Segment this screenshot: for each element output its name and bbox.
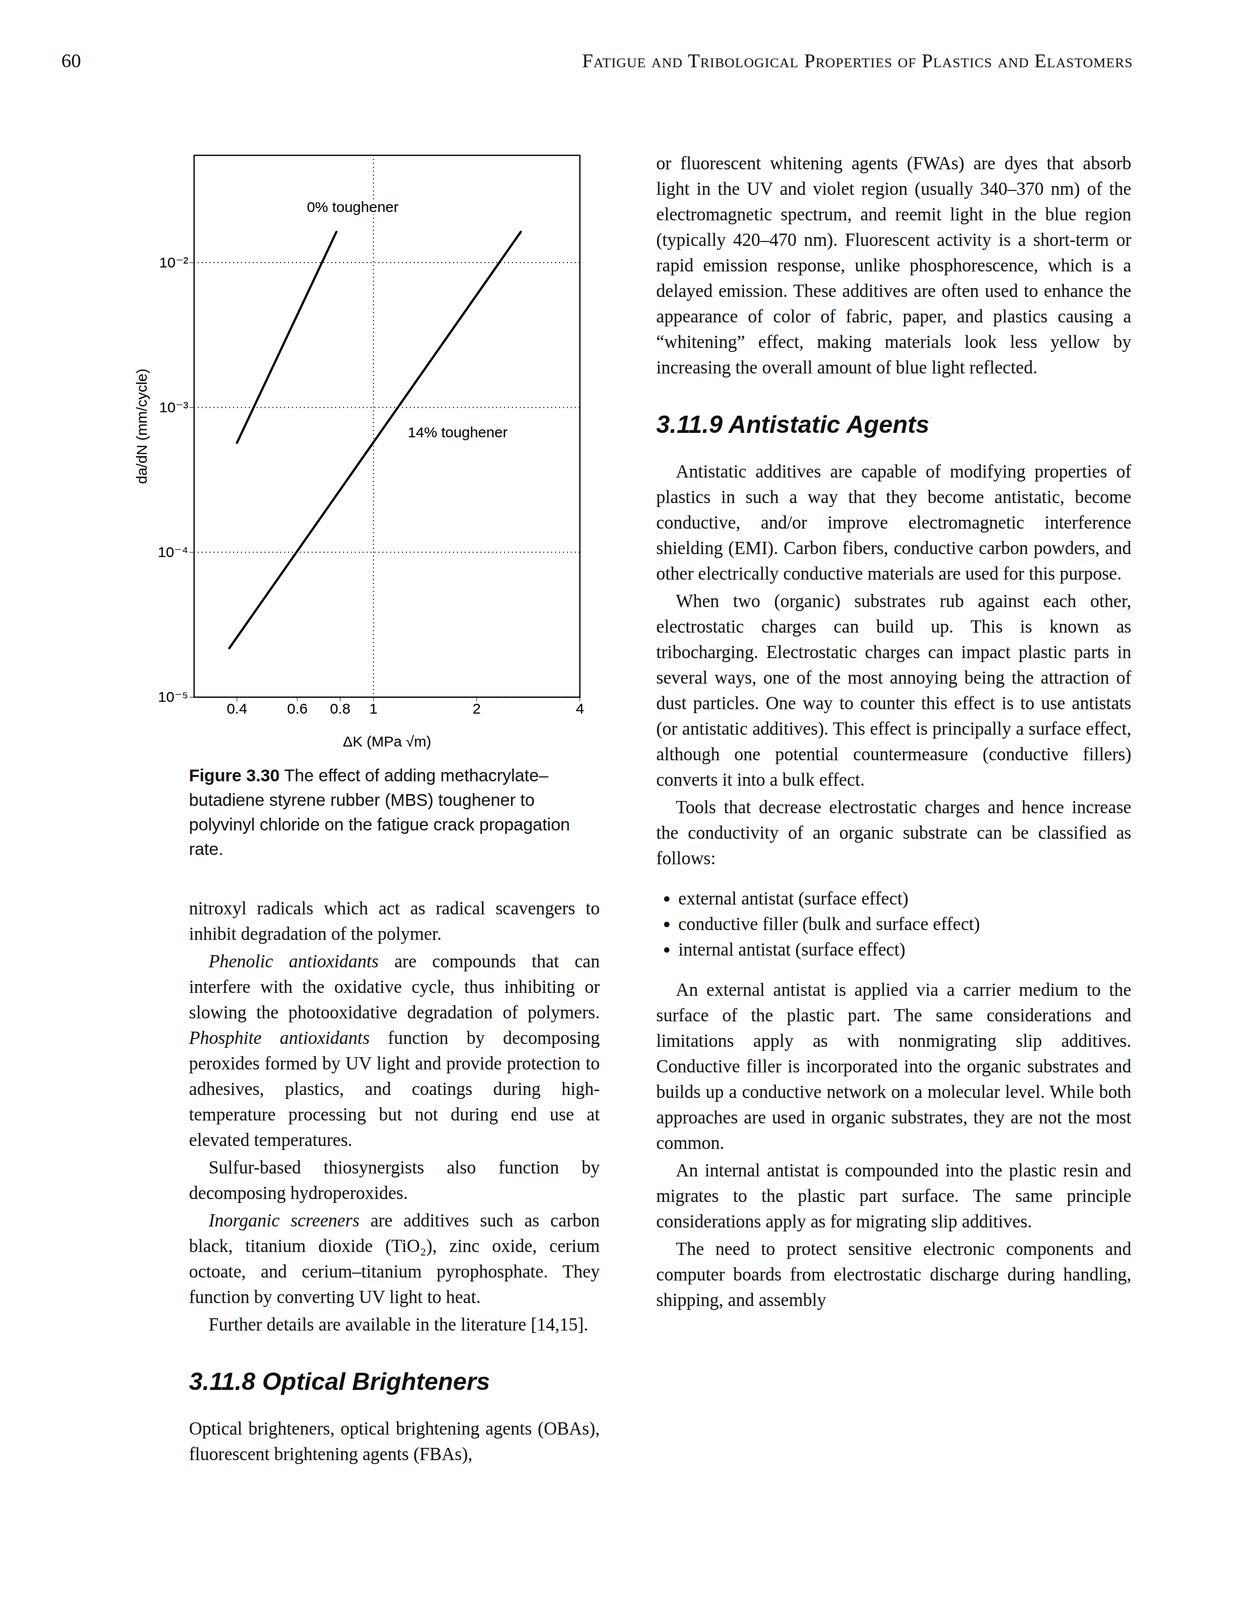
html-text:Inorganic screeners are additi: Inorganic screeners are additives such a… bbox=[188, 1210, 600, 1307]
html-text:3.11.9 Antistatic Agents: 3.11.9 Antistatic Agents bbox=[656, 410, 930, 439]
html-text:Sulfur-based thiosynergists al: Sulfur-based thiosynergists also functio… bbox=[188, 1157, 600, 1203]
html-text:or fluorescent whitening agent: or fluorescent whitening agents (FWAs) a… bbox=[656, 153, 1132, 378]
svg-text:10⁻³: 10⁻³ bbox=[159, 399, 188, 416]
svg-text:ΔK (MPa √m): ΔK (MPa √m) bbox=[343, 733, 432, 750]
html-text:Further details are available: Further details are available in the lit… bbox=[208, 1314, 589, 1335]
html-text:Antistatic additives are capab: Antistatic additives are capable of modi… bbox=[656, 461, 1132, 584]
html-text:external antistat (surface eff: external antistat (surface effect) bbox=[678, 888, 909, 909]
svg-text:da/dN (mm/cycle): da/dN (mm/cycle) bbox=[133, 368, 150, 484]
svg-text:1: 1 bbox=[369, 700, 378, 717]
html-text:Tools that decrease electrosta: Tools that decrease electrostatic charge… bbox=[656, 797, 1132, 869]
html-text:60: 60 bbox=[61, 49, 81, 72]
html-text:Phenolic antioxidants are comp: Phenolic antioxidants are compounds that… bbox=[188, 951, 600, 1023]
html-text:An internal antistat is compou: An internal antistat is compounded into … bbox=[656, 1160, 1132, 1232]
svg-text:10⁻⁵: 10⁻⁵ bbox=[158, 688, 189, 705]
svg-text:0.4: 0.4 bbox=[226, 700, 248, 717]
html-text:internal antistat (surface eff: internal antistat (surface effect) bbox=[678, 939, 906, 960]
html-text:Fatigue and Tribological Prope: Fatigue and Tribological Properties of P… bbox=[582, 49, 1133, 72]
html-text:Figure 3.30 The effect of addi: Figure 3.30 The effect of adding methacr… bbox=[188, 765, 570, 859]
html-text:Optical brighteners, optical b: Optical brighteners, optical brightening… bbox=[188, 1418, 600, 1465]
svg-text:0.8: 0.8 bbox=[329, 700, 351, 717]
svg-text:4: 4 bbox=[575, 700, 585, 717]
html-text:An external antistat is applie: An external antistat is applied via a ca… bbox=[656, 979, 1132, 1153]
html-text:nitroxyl radicals which act as: nitroxyl radicals which act as radical s… bbox=[188, 898, 600, 944]
html-text:When two (organic) substrates: When two (organic) substrates rub agains… bbox=[656, 590, 1132, 790]
svg-text:0% toughener: 0% toughener bbox=[306, 198, 399, 215]
svg-text:0.6: 0.6 bbox=[287, 700, 308, 717]
html-text:The need to protect sensitive: The need to protect sensitive electronic… bbox=[656, 1238, 1132, 1310]
svg-text:10⁻²: 10⁻² bbox=[159, 254, 188, 271]
html-text:Phosphite antioxidants functio: Phosphite antioxidants function by decom… bbox=[188, 1027, 600, 1150]
svg-text:14% toughener: 14% toughener bbox=[407, 424, 508, 441]
svg-text:2: 2 bbox=[472, 700, 481, 717]
html-text:conductive filler (bulk and su: conductive filler (bulk and surface effe… bbox=[678, 913, 980, 934]
html-text:3.11.8 Optical Brighteners: 3.11.8 Optical Brighteners bbox=[188, 1367, 490, 1396]
svg-text:10⁻⁴: 10⁻⁴ bbox=[157, 543, 188, 560]
